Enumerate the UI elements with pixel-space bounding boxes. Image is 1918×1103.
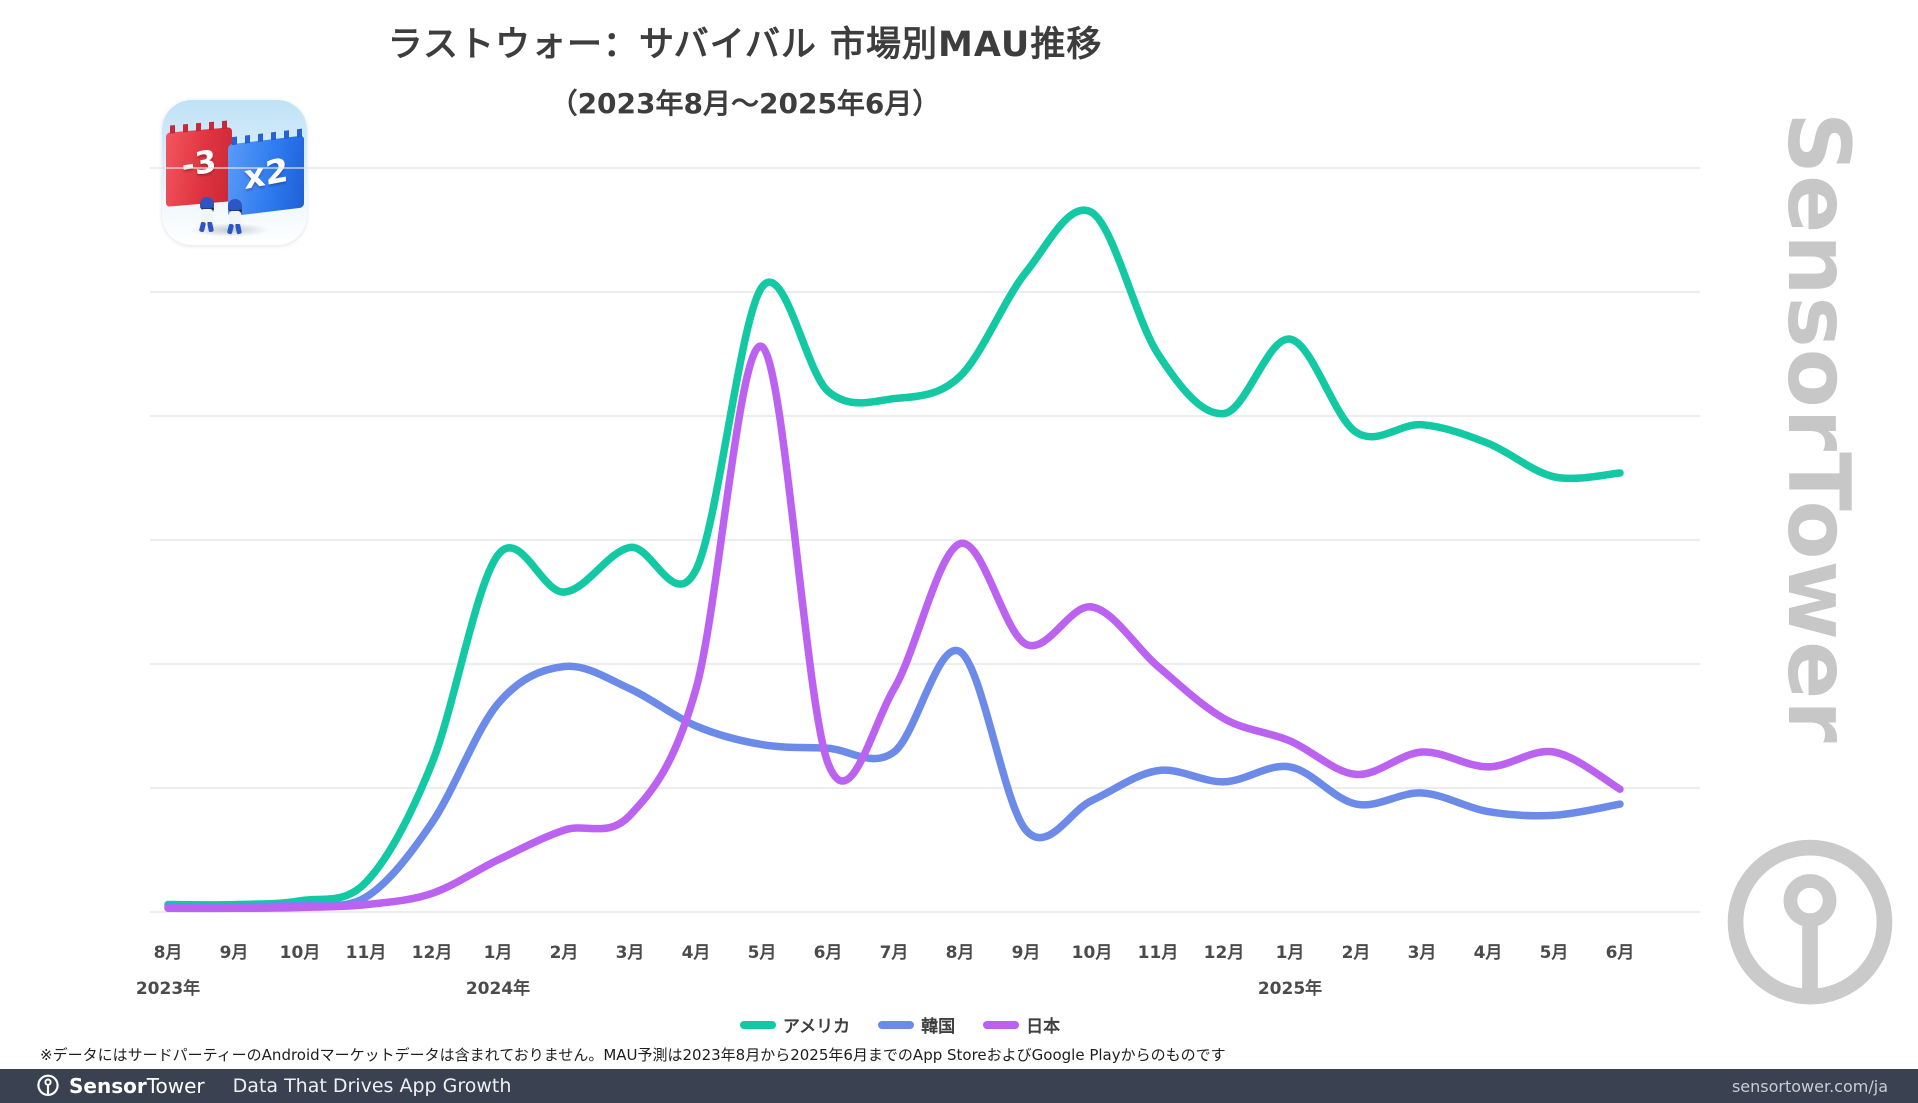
x-tick-label: 2月 (1341, 943, 1371, 963)
icon-red-wall: -3 (166, 120, 232, 207)
chart-title: ラストウォー：サバイバル 市場別MAU推移 (387, 25, 1103, 65)
footer-url: sensortower.com/ja (1731, 1076, 1888, 1096)
legend-item-korea: 韓国 (878, 1012, 955, 1037)
chart-legend: アメリカ 韓国 日本 (0, 1012, 1800, 1037)
x-tick-label: 12月 (1203, 943, 1245, 963)
x-tick-label: 9月 (1011, 943, 1041, 963)
icon-x2-text: x2 (242, 149, 290, 198)
soldier-icon (196, 197, 218, 233)
footer-brand-bold: Sensor (69, 1074, 147, 1098)
data-disclaimer-footnote: ※データにはサードパーティーのAndroidマーケットデータは含まれておりません… (40, 1046, 1226, 1064)
app-icon: -3 x2 (162, 100, 307, 245)
series-line-2 (164, 342, 1624, 913)
legend-marker-japan (983, 1020, 1020, 1029)
series-line-0 (164, 206, 1624, 909)
icon-red-wall-teeth (166, 120, 232, 134)
x-tick-label: 8月 (153, 943, 183, 963)
chart-subtitle: （2023年8月〜2025年6月） (549, 87, 941, 120)
legend-marker-america (739, 1020, 776, 1029)
x-tick-label: 3月 (1407, 943, 1437, 963)
x-tick-label: 11月 (1137, 943, 1179, 963)
x-tick-label: 11月 (345, 943, 387, 963)
x-tick-label: 4月 (1473, 943, 1503, 963)
x-year-label: 2023年 (135, 979, 201, 999)
x-year-label: 2024年 (465, 979, 531, 999)
sensortower-logo-watermark (1727, 839, 1893, 1005)
soldier-icon (224, 199, 246, 235)
legend-item-america: アメリカ (739, 1012, 851, 1037)
x-tick-label: 10月 (279, 943, 321, 963)
x-tick-label: 6月 (813, 943, 843, 963)
footer-brand: SensorTower (69, 1074, 205, 1098)
footer-brand-regular: Tower (146, 1074, 205, 1098)
x-tick-label: 1月 (483, 943, 513, 963)
x-year-label: 2025年 (1257, 979, 1323, 999)
sensortower-watermark-text: SensorTower (1768, 112, 1868, 744)
x-tick-label: 10月 (1071, 943, 1113, 963)
legend-label: 日本 (1026, 1017, 1061, 1037)
legend-label: 韓国 (921, 1017, 956, 1037)
x-tick-label: 6月 (1605, 943, 1635, 963)
x-tick-label: 1月 (1275, 943, 1305, 963)
x-tick-label: 4月 (681, 943, 711, 963)
legend-label: アメリカ (782, 1017, 851, 1037)
icon-minus3-text: -3 (180, 143, 218, 185)
footer-tagline: Data That Drives App Growth (232, 1075, 512, 1097)
x-tick-label: 2月 (549, 943, 579, 963)
x-tick-label: 3月 (615, 943, 645, 963)
footer-bar: SensorTower Data That Drives App Growth … (0, 1069, 1918, 1103)
legend-item-japan: 日本 (983, 1012, 1060, 1037)
x-tick-label: 8月 (945, 943, 975, 963)
x-tick-label: 5月 (747, 943, 777, 963)
x-tick-label: 5月 (1539, 943, 1569, 963)
legend-marker-korea (878, 1020, 915, 1029)
x-tick-label: 12月 (411, 943, 453, 963)
x-tick-label: 7月 (879, 943, 909, 963)
icon-blue-wall-teeth (228, 128, 304, 146)
series-line-1 (164, 646, 1624, 911)
sensortower-logo-icon (37, 1074, 59, 1096)
x-tick-label: 9月 (219, 943, 249, 963)
